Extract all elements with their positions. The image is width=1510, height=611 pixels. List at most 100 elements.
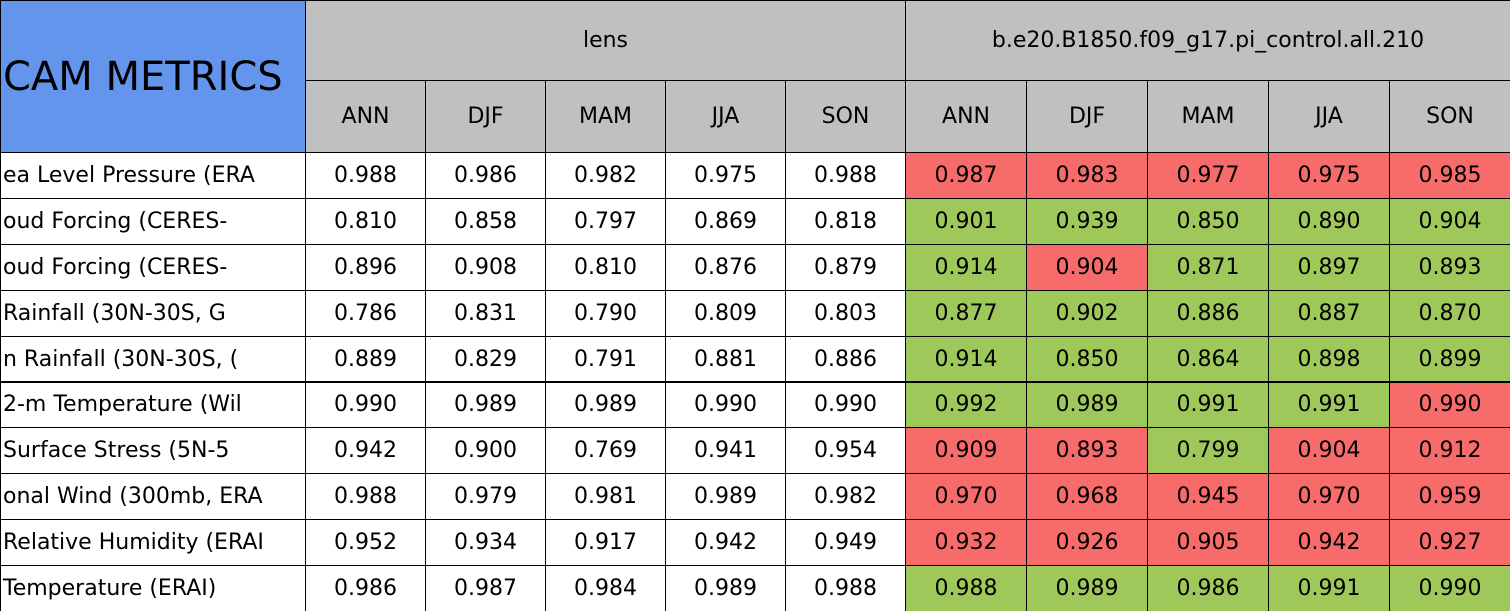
group-header: b.e20.B1850.f09_g17.pi_control.all.210 bbox=[905, 0, 1510, 81]
cell: 0.992 bbox=[905, 381, 1027, 429]
cell: 0.876 bbox=[665, 243, 786, 291]
cell: 0.983 bbox=[1026, 152, 1148, 199]
cell: 0.791 bbox=[545, 335, 666, 383]
cell: 0.988 bbox=[305, 152, 426, 199]
cell: 0.977 bbox=[1147, 152, 1269, 199]
season-header: JJA bbox=[665, 80, 786, 153]
cell: 0.797 bbox=[545, 197, 666, 245]
cell: 0.914 bbox=[905, 243, 1027, 291]
group-header: lens bbox=[305, 0, 906, 81]
cell: 0.982 bbox=[545, 152, 666, 199]
season-header: MAM bbox=[545, 80, 666, 153]
cell: 0.799 bbox=[1147, 427, 1269, 475]
cell: 0.989 bbox=[1026, 565, 1148, 611]
cell: 0.909 bbox=[905, 427, 1027, 475]
cell: 0.986 bbox=[305, 565, 426, 611]
cell: 0.902 bbox=[1026, 289, 1148, 337]
cell: 0.926 bbox=[1026, 519, 1148, 567]
cell: 0.989 bbox=[665, 473, 786, 521]
season-header: DJF bbox=[425, 80, 546, 153]
cell: 0.810 bbox=[545, 243, 666, 291]
cell: 0.975 bbox=[665, 152, 786, 199]
cell: 0.988 bbox=[785, 565, 906, 611]
row-label: Temperature (ERAI) bbox=[0, 565, 306, 611]
cell: 0.870 bbox=[1389, 289, 1510, 337]
cell: 0.970 bbox=[1268, 473, 1390, 521]
cell: 0.990 bbox=[305, 381, 426, 429]
cell: 0.952 bbox=[305, 519, 426, 567]
cell: 0.979 bbox=[425, 473, 546, 521]
cell: 0.917 bbox=[545, 519, 666, 567]
season-header: ANN bbox=[905, 80, 1027, 153]
cell: 0.981 bbox=[545, 473, 666, 521]
cell: 0.990 bbox=[785, 381, 906, 429]
cell: 0.897 bbox=[1268, 243, 1390, 291]
cell: 0.898 bbox=[1268, 335, 1390, 383]
cell: 0.986 bbox=[1147, 565, 1269, 611]
row-label: Surface Stress (5N-5 bbox=[0, 427, 306, 475]
cell: 0.989 bbox=[665, 565, 786, 611]
cell: 0.954 bbox=[785, 427, 906, 475]
cell: 0.893 bbox=[1026, 427, 1148, 475]
cell: 0.803 bbox=[785, 289, 906, 337]
cell: 0.890 bbox=[1268, 197, 1390, 245]
season-header: JJA bbox=[1268, 80, 1390, 153]
cell: 0.984 bbox=[545, 565, 666, 611]
cell: 0.986 bbox=[425, 152, 546, 199]
cell: 0.905 bbox=[1147, 519, 1269, 567]
season-header: MAM bbox=[1147, 80, 1269, 153]
cell: 0.988 bbox=[785, 152, 906, 199]
cell: 0.970 bbox=[905, 473, 1027, 521]
cell: 0.932 bbox=[905, 519, 1027, 567]
cell: 0.991 bbox=[1147, 381, 1269, 429]
cell: 0.904 bbox=[1389, 197, 1510, 245]
row-label: onal Wind (300mb, ERA bbox=[0, 473, 306, 521]
cell: 0.912 bbox=[1389, 427, 1510, 475]
cell: 0.810 bbox=[305, 197, 426, 245]
cell: 0.790 bbox=[545, 289, 666, 337]
row-label: oud Forcing (CERES- bbox=[0, 243, 306, 291]
cell: 0.968 bbox=[1026, 473, 1148, 521]
row-label: n Rainfall (30N-30S, ( bbox=[0, 335, 306, 383]
cell: 0.990 bbox=[665, 381, 786, 429]
cell: 0.809 bbox=[665, 289, 786, 337]
cell: 0.945 bbox=[1147, 473, 1269, 521]
cell: 0.831 bbox=[425, 289, 546, 337]
cell: 0.864 bbox=[1147, 335, 1269, 383]
cell: 0.871 bbox=[1147, 243, 1269, 291]
cell: 0.829 bbox=[425, 335, 546, 383]
cell: 0.900 bbox=[425, 427, 546, 475]
cell: 0.858 bbox=[425, 197, 546, 245]
cell: 0.879 bbox=[785, 243, 906, 291]
cell: 0.927 bbox=[1389, 519, 1510, 567]
cell: 0.985 bbox=[1389, 152, 1510, 199]
cell: 0.881 bbox=[665, 335, 786, 383]
cell: 0.914 bbox=[905, 335, 1027, 383]
season-header: DJF bbox=[1026, 80, 1148, 153]
cell: 0.889 bbox=[305, 335, 426, 383]
cell: 0.850 bbox=[1026, 335, 1148, 383]
cell: 0.818 bbox=[785, 197, 906, 245]
cell: 0.899 bbox=[1389, 335, 1510, 383]
cell: 0.975 bbox=[1268, 152, 1390, 199]
cell: 0.904 bbox=[1026, 243, 1148, 291]
cell: 0.934 bbox=[425, 519, 546, 567]
cell: 0.959 bbox=[1389, 473, 1510, 521]
cell: 0.850 bbox=[1147, 197, 1269, 245]
cell: 0.942 bbox=[665, 519, 786, 567]
row-label: ea Level Pressure (ERA bbox=[0, 152, 306, 199]
cell: 0.942 bbox=[305, 427, 426, 475]
cell: 0.886 bbox=[1147, 289, 1269, 337]
cell: 0.987 bbox=[905, 152, 1027, 199]
cell: 0.942 bbox=[1268, 519, 1390, 567]
season-header: SON bbox=[785, 80, 906, 153]
row-label: Rainfall (30N-30S, G bbox=[0, 289, 306, 337]
cell: 0.869 bbox=[665, 197, 786, 245]
corner-header: CAM METRICS bbox=[0, 0, 306, 153]
cell: 0.877 bbox=[905, 289, 1027, 337]
cell: 0.989 bbox=[1026, 381, 1148, 429]
cell: 0.887 bbox=[1268, 289, 1390, 337]
cell: 0.989 bbox=[425, 381, 546, 429]
cell: 0.939 bbox=[1026, 197, 1148, 245]
